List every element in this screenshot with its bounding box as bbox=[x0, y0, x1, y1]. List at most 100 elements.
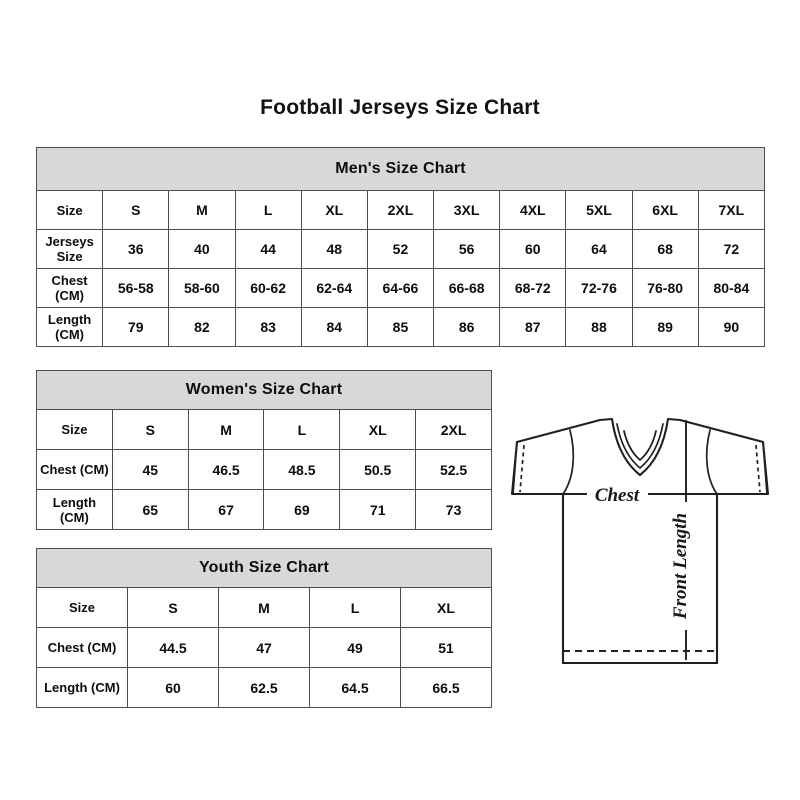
table-cell: 64 bbox=[565, 229, 633, 269]
table-cell: 45 bbox=[111, 449, 189, 490]
table-cell: 68 bbox=[631, 229, 699, 269]
table-cell: 36 bbox=[102, 229, 170, 269]
table-cell: 44.5 bbox=[127, 627, 219, 668]
table-cell: 73 bbox=[415, 489, 492, 530]
left-sleeve-outline bbox=[510, 418, 602, 496]
table-cell: 49 bbox=[309, 627, 401, 668]
table-cell: 72-76 bbox=[565, 268, 633, 308]
table-cell: 88 bbox=[565, 307, 633, 347]
table-cell: M bbox=[218, 587, 310, 628]
chest-measure-label: Chest bbox=[595, 485, 640, 506]
right-cuff-stitch-dashes bbox=[755, 444, 761, 493]
table-cell: L bbox=[309, 587, 401, 628]
table-banner-row: Men's Size Chart bbox=[36, 147, 765, 191]
table-cell: 52 bbox=[366, 229, 435, 269]
table-cell: 62-64 bbox=[300, 268, 368, 308]
table-cell: M bbox=[168, 190, 236, 230]
table-cell: 56-58 bbox=[102, 268, 170, 308]
table-row: Chest (CM) 44.5 47 49 51 bbox=[36, 627, 492, 668]
table-cell: S bbox=[111, 409, 189, 450]
table-cell: 51 bbox=[400, 627, 492, 668]
table-cell: XL bbox=[300, 190, 368, 230]
table-cell: 60 bbox=[127, 667, 219, 708]
table-row: Length (CM) 65 67 69 71 73 bbox=[36, 489, 492, 530]
row-label: Size bbox=[35, 190, 104, 230]
table-cell: 90 bbox=[697, 307, 766, 347]
table-row: Length (CM) 60 62.5 64.5 66.5 bbox=[36, 667, 492, 708]
table-cell: 67 bbox=[187, 489, 265, 530]
table-cell: 60 bbox=[499, 229, 567, 269]
table-cell: M bbox=[187, 409, 265, 450]
vneck-collar-outer bbox=[610, 417, 670, 477]
row-label: Chest (CM) bbox=[36, 627, 128, 668]
row-label: Jerseys Size bbox=[35, 229, 104, 269]
table-cell: 5XL bbox=[565, 190, 633, 230]
table-cell: 64-66 bbox=[366, 268, 435, 308]
table-cell: 72 bbox=[697, 229, 766, 269]
table-cell: 80-84 bbox=[697, 268, 766, 308]
table-cell: 89 bbox=[631, 307, 699, 347]
right-sleeve-outline bbox=[678, 418, 770, 496]
row-label: Chest (CM) bbox=[36, 449, 113, 490]
table-row: Size S M L XL 2XL 3XL 4XL 5XL 6XL 7XL bbox=[35, 190, 766, 230]
table-cell: 2XL bbox=[415, 409, 492, 450]
table-row: Size S M L XL bbox=[36, 587, 492, 628]
table-row: Length (CM) 79 82 83 84 85 86 87 88 89 9… bbox=[35, 307, 766, 347]
table-row: Chest (CM) 45 46.5 48.5 50.5 52.5 bbox=[36, 449, 492, 490]
row-label: Size bbox=[36, 587, 128, 628]
table-cell: 6XL bbox=[631, 190, 699, 230]
table-cell: 56 bbox=[433, 229, 501, 269]
youth-size-chart-table: Youth Size Chart Size S M L XL Chest (CM… bbox=[36, 548, 492, 708]
table-cell: 4XL bbox=[499, 190, 567, 230]
table-cell: 66-68 bbox=[433, 268, 501, 308]
table-cell: 66.5 bbox=[400, 667, 492, 708]
table-cell: 60-62 bbox=[234, 268, 302, 308]
right-armhole-seam bbox=[705, 429, 718, 495]
table-cell: 87 bbox=[499, 307, 567, 347]
table-cell: 58-60 bbox=[168, 268, 236, 308]
mens-size-chart-table: Men's Size Chart Size S M L XL 2XL 3XL 4… bbox=[35, 147, 766, 347]
table-cell: 68-72 bbox=[499, 268, 567, 308]
table-cell: 2XL bbox=[366, 190, 435, 230]
vneck-collar-inner bbox=[623, 430, 657, 462]
table-cell: S bbox=[102, 190, 170, 230]
table-banner-row: Women's Size Chart bbox=[36, 370, 492, 410]
left-armhole-seam bbox=[562, 429, 575, 495]
mens-table-banner: Men's Size Chart bbox=[36, 147, 765, 191]
front-length-measure-label: Front Length bbox=[670, 513, 691, 620]
table-cell: 44 bbox=[234, 229, 302, 269]
table-cell: XL bbox=[339, 409, 417, 450]
row-label: Chest (CM) bbox=[35, 268, 104, 308]
table-cell: 62.5 bbox=[218, 667, 310, 708]
table-cell: 84 bbox=[300, 307, 368, 347]
left-cuff-stitch-dashes bbox=[519, 444, 525, 493]
table-cell: 64.5 bbox=[309, 667, 401, 708]
table-cell: 86 bbox=[433, 307, 501, 347]
table-row: Jerseys Size 36 40 44 48 52 56 60 64 68 … bbox=[35, 229, 766, 269]
table-cell: 83 bbox=[234, 307, 302, 347]
row-label: Length (CM) bbox=[35, 307, 104, 347]
row-label: Size bbox=[36, 409, 113, 450]
table-cell: 65 bbox=[111, 489, 189, 530]
jersey-measurement-diagram: Chest Front Length bbox=[500, 398, 780, 690]
table-cell: 76-80 bbox=[631, 268, 699, 308]
table-cell: L bbox=[234, 190, 302, 230]
right-cuff-seam bbox=[762, 441, 768, 495]
left-shoulder-edge bbox=[598, 417, 614, 422]
table-cell: 46.5 bbox=[187, 449, 265, 490]
table-cell: 52.5 bbox=[415, 449, 492, 490]
table-cell: S bbox=[127, 587, 219, 628]
table-cell: 50.5 bbox=[339, 449, 417, 490]
table-cell: 48.5 bbox=[263, 449, 341, 490]
table-row: Chest (CM) 56-58 58-60 60-62 62-64 64-66… bbox=[35, 268, 766, 308]
table-cell: 47 bbox=[218, 627, 310, 668]
table-cell: 48 bbox=[300, 229, 368, 269]
left-cuff-seam bbox=[512, 441, 518, 495]
womens-size-chart-table: Women's Size Chart Size S M L XL 2XL Che… bbox=[36, 370, 492, 530]
youth-table-banner: Youth Size Chart bbox=[36, 548, 492, 588]
table-cell: 7XL bbox=[697, 190, 766, 230]
table-cell: 69 bbox=[263, 489, 341, 530]
table-cell: 71 bbox=[339, 489, 417, 530]
table-cell: 79 bbox=[102, 307, 170, 347]
row-label: Length (CM) bbox=[36, 667, 128, 708]
